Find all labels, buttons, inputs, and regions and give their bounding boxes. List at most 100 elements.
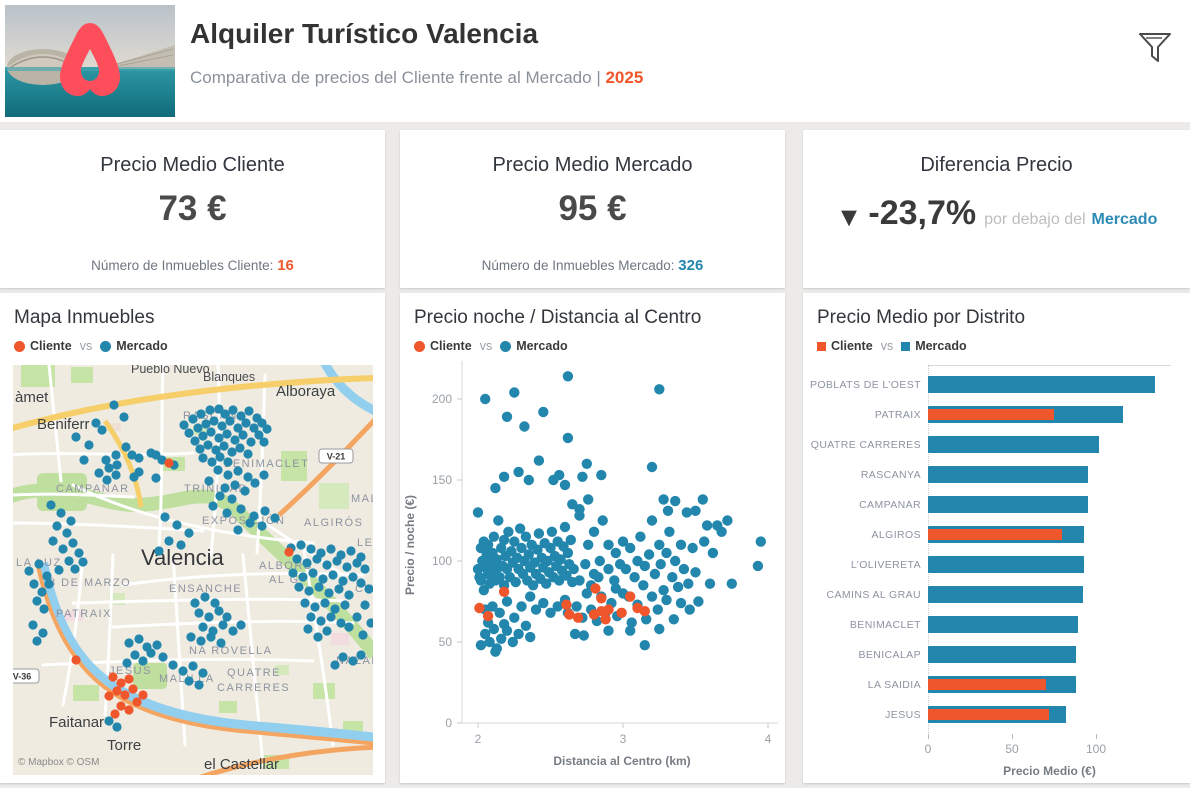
market-property-dot[interactable] (158, 652, 168, 662)
market-property-dot[interactable] (179, 420, 189, 430)
market-point[interactable] (490, 482, 501, 494)
market-point[interactable] (658, 585, 669, 596)
market-point[interactable] (625, 625, 636, 636)
market-property-dot[interactable] (190, 598, 200, 608)
market-point[interactable] (562, 432, 574, 444)
market-property-dot[interactable] (228, 626, 238, 636)
market-property-dot[interactable] (34, 559, 44, 569)
client-bar[interactable] (928, 709, 1049, 720)
market-bar[interactable] (928, 586, 1083, 603)
market-property-dot[interactable] (207, 457, 217, 467)
market-property-dot[interactable] (70, 564, 80, 574)
market-property-dot[interactable] (193, 423, 203, 433)
market-point[interactable] (498, 471, 510, 482)
market-point[interactable] (568, 563, 579, 575)
market-property-dot[interactable] (39, 604, 49, 614)
market-point[interactable] (482, 539, 494, 550)
client-property-dot[interactable] (138, 690, 148, 700)
client-property-dot[interactable] (128, 684, 138, 694)
market-property-dot[interactable] (204, 476, 214, 486)
market-point[interactable] (690, 567, 701, 578)
market-point[interactable] (516, 601, 527, 612)
market-point[interactable] (661, 547, 672, 559)
market-property-dot[interactable] (220, 483, 230, 493)
market-point[interactable] (545, 542, 556, 554)
market-property-dot[interactable] (213, 465, 223, 475)
market-point[interactable] (722, 515, 733, 526)
market-property-dot[interactable] (130, 650, 140, 660)
client-point[interactable] (600, 614, 611, 625)
market-point[interactable] (554, 469, 565, 481)
market-property-dot[interactable] (176, 540, 186, 550)
market-point[interactable] (683, 578, 694, 589)
market-property-dot[interactable] (230, 480, 240, 490)
market-point[interactable] (559, 521, 571, 533)
client-point[interactable] (590, 583, 601, 594)
market-property-dot[interactable] (334, 584, 344, 594)
market-point[interactable] (494, 572, 505, 583)
market-point[interactable] (507, 636, 518, 648)
market-bar[interactable] (928, 376, 1155, 393)
market-point[interactable] (472, 507, 484, 518)
market-property-dot[interactable] (364, 584, 373, 594)
market-point[interactable] (533, 455, 545, 466)
map-property-dots[interactable] (24, 400, 373, 732)
market-property-dot[interactable] (313, 632, 323, 642)
market-point[interactable] (667, 572, 678, 583)
market-property-dot[interactable] (342, 562, 352, 572)
market-property-dot[interactable] (71, 432, 81, 442)
market-property-dot[interactable] (38, 628, 48, 638)
market-property-dot[interactable] (238, 430, 248, 440)
market-bar[interactable] (928, 496, 1088, 513)
market-property-dot[interactable] (215, 491, 225, 501)
market-property-dot[interactable] (210, 598, 220, 608)
market-point[interactable] (475, 575, 487, 586)
market-point[interactable] (510, 576, 521, 588)
market-point[interactable] (675, 539, 687, 550)
market-point[interactable] (635, 531, 646, 542)
market-point[interactable] (494, 607, 505, 618)
market-point[interactable] (559, 479, 571, 491)
market-property-dot[interactable] (154, 546, 164, 556)
market-point[interactable] (571, 601, 582, 612)
market-property-dot[interactable] (104, 463, 114, 473)
market-property-dot[interactable] (209, 416, 219, 426)
market-property-dot[interactable] (121, 442, 131, 452)
market-property-dot[interactable] (338, 576, 348, 586)
market-bar[interactable] (928, 466, 1088, 483)
market-point[interactable] (639, 560, 650, 572)
market-property-dot[interactable] (104, 716, 114, 726)
market-property-dot[interactable] (233, 466, 243, 476)
client-bar[interactable] (928, 409, 1054, 420)
client-property-dot[interactable] (71, 655, 81, 665)
client-property-dot[interactable] (124, 705, 134, 715)
market-point[interactable] (583, 494, 594, 505)
market-property-dot[interactable] (366, 618, 373, 628)
market-point[interactable] (578, 630, 589, 641)
market-point[interactable] (583, 539, 594, 550)
market-point[interactable] (639, 640, 650, 651)
market-property-dot[interactable] (160, 512, 170, 522)
market-property-dot[interactable] (84, 440, 94, 450)
market-property-dot[interactable] (79, 455, 89, 465)
market-point[interactable] (662, 505, 674, 516)
market-property-dot[interactable] (201, 419, 211, 429)
market-point[interactable] (687, 542, 698, 554)
market-property-dot[interactable] (152, 640, 162, 650)
market-property-dot[interactable] (302, 558, 312, 568)
market-property-dot[interactable] (324, 588, 334, 598)
market-point[interactable] (699, 536, 710, 547)
market-property-dot[interactable] (198, 453, 208, 463)
market-property-dot[interactable] (254, 430, 264, 440)
market-property-dot[interactable] (32, 596, 42, 606)
market-property-dot[interactable] (215, 452, 225, 462)
client-point[interactable] (482, 610, 494, 622)
market-point[interactable] (701, 520, 713, 531)
market-point[interactable] (562, 547, 574, 559)
market-property-dot[interactable] (259, 470, 269, 480)
market-property-dot[interactable] (217, 421, 227, 431)
market-property-dot[interactable] (138, 656, 148, 666)
market-point[interactable] (638, 580, 649, 591)
market-point[interactable] (530, 604, 542, 615)
market-point[interactable] (569, 628, 581, 640)
